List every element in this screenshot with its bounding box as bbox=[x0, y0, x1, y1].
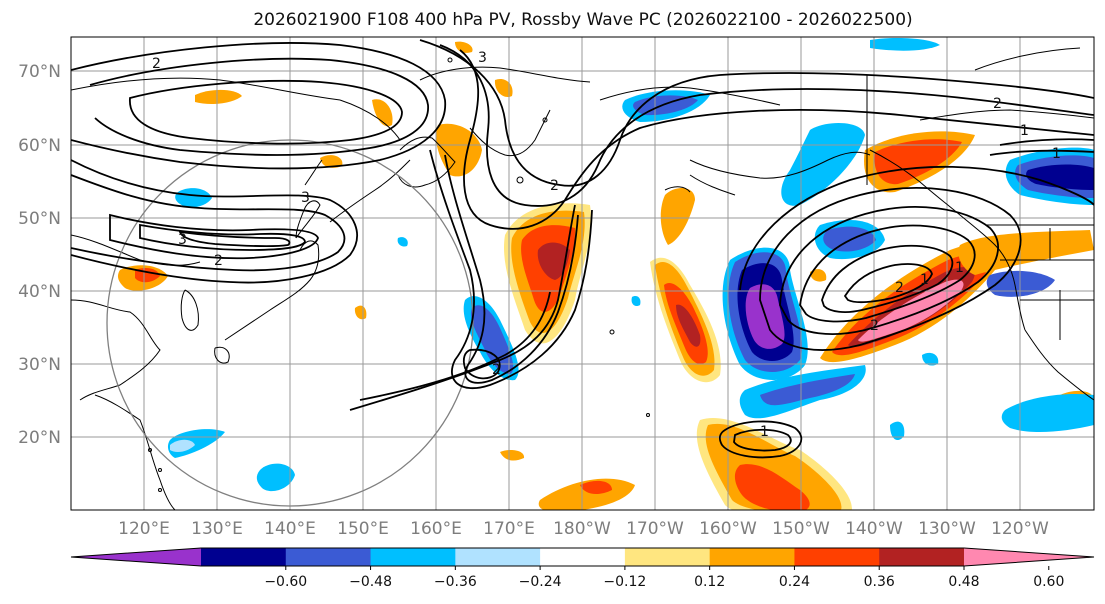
colorbar-tick-label: 0.48 bbox=[948, 574, 979, 590]
colorbar-segment bbox=[370, 548, 456, 566]
colorbar-tick-label: 0.36 bbox=[864, 574, 895, 590]
pv-negative-region bbox=[256, 463, 295, 492]
colorbar-segment bbox=[455, 548, 541, 566]
latitude-labels: 70°N 60°N 50°N 40°N 30°N 20°N bbox=[18, 62, 61, 448]
region-circle bbox=[106, 139, 474, 507]
contour-label: 2 bbox=[152, 56, 161, 72]
pv-positive-region bbox=[874, 139, 962, 185]
contour-label: 2 bbox=[993, 96, 1002, 112]
pv-positive-region bbox=[354, 305, 367, 320]
contour-label: 1 bbox=[1052, 146, 1061, 162]
pv-positive-region bbox=[320, 155, 343, 168]
colorbar-tick-label: 0.60 bbox=[1033, 574, 1064, 590]
pv-negative-region bbox=[397, 237, 408, 247]
pv-positive-region bbox=[810, 269, 827, 282]
pv-negative-region bbox=[922, 352, 939, 366]
pv-positive-region bbox=[676, 304, 701, 347]
lon-label: 140°W bbox=[845, 519, 903, 539]
lon-label: 130°W bbox=[918, 519, 976, 539]
colorbar-segment bbox=[794, 548, 880, 566]
lat-label: 60°N bbox=[18, 136, 61, 156]
contour-labels: 2 3 3 2 3 2 2 2 1 1 2 1 1 2 1 bbox=[152, 50, 1061, 440]
lat-label: 30°N bbox=[18, 355, 61, 375]
colorbar-tick-label: −0.24 bbox=[519, 574, 562, 590]
pv-anomaly-shading bbox=[117, 37, 1094, 510]
pv-positive-region bbox=[500, 450, 525, 461]
lon-label: 130°E bbox=[191, 519, 243, 539]
contour-label: 1 bbox=[920, 272, 929, 288]
lon-label: 160°E bbox=[410, 519, 462, 539]
contour-label: 1 bbox=[760, 424, 769, 440]
contour-label: 3 bbox=[301, 190, 310, 206]
pv-negative-region bbox=[1001, 393, 1094, 432]
pv-positive-region bbox=[858, 279, 964, 342]
lon-label: 140°E bbox=[264, 519, 316, 539]
contour-label: 2 bbox=[550, 178, 559, 194]
colorbar-segment bbox=[201, 548, 287, 566]
pv-negative-region bbox=[170, 439, 195, 453]
lat-label: 40°N bbox=[18, 282, 61, 302]
pv-negative-region bbox=[823, 226, 876, 252]
pv-contours bbox=[71, 39, 1094, 459]
contour-label: 1 bbox=[955, 260, 964, 276]
coastlines bbox=[71, 47, 1094, 510]
lon-label: 150°E bbox=[337, 519, 389, 539]
contour-label: 2 bbox=[870, 318, 879, 334]
lon-label: 150°W bbox=[772, 519, 830, 539]
pv-positive-region bbox=[372, 99, 393, 127]
lat-label: 70°N bbox=[18, 62, 61, 82]
pv-positive-region bbox=[455, 41, 473, 53]
pv-positive-region bbox=[735, 464, 810, 510]
contour-label: 2 bbox=[214, 253, 223, 269]
colorbar-segment bbox=[540, 548, 626, 566]
pv-negative-region bbox=[631, 295, 641, 307]
pv-positive-region bbox=[660, 188, 695, 245]
colorbar-tick-label: −0.48 bbox=[349, 574, 392, 590]
colorbar-tick-label: 0.12 bbox=[694, 574, 725, 590]
contour-label: 1 bbox=[1020, 123, 1029, 139]
colorbar-tick-label: −0.36 bbox=[434, 574, 477, 590]
colorbar-segment bbox=[709, 548, 795, 566]
lat-label: 20°N bbox=[18, 428, 61, 448]
colorbar: −0.60 −0.48 −0.36 −0.24 −0.12 0.12 0.24 0.36 0.4… bbox=[70, 547, 1095, 590]
colorbar-segment bbox=[879, 548, 965, 566]
pv-positive-region bbox=[958, 230, 1094, 275]
pv-negative-region bbox=[760, 374, 855, 406]
lon-label: 170°E bbox=[483, 519, 535, 539]
colorbar-tick-label: −0.12 bbox=[603, 574, 646, 590]
lat-label: 50°N bbox=[18, 209, 61, 229]
pv-positive-region bbox=[580, 480, 612, 495]
figure-title: 2026021900 F108 400 hPa PV, Rossby Wave … bbox=[253, 10, 912, 30]
contour-label: 2 bbox=[895, 280, 904, 296]
pv-negative-region bbox=[890, 421, 905, 441]
contour-label: 3 bbox=[478, 50, 487, 66]
lon-label: 180°W bbox=[553, 519, 611, 539]
pv-negative-region bbox=[870, 37, 940, 51]
colorbar-tick-label: −0.60 bbox=[264, 574, 307, 590]
pv-positive-region bbox=[195, 89, 242, 104]
longitude-labels: 120°E 130°E 140°E 150°E 160°E 170°E 180°… bbox=[118, 519, 1049, 539]
lon-label: 170°W bbox=[626, 519, 684, 539]
contour-label: 3 bbox=[178, 232, 187, 248]
colorbar-extend-high bbox=[964, 548, 1094, 566]
pv-positive-region bbox=[494, 78, 513, 98]
colorbar-extend-low bbox=[71, 548, 201, 566]
colorbar-outline bbox=[70, 547, 1095, 567]
pv-negative-region bbox=[175, 188, 212, 208]
contour-label: 2 bbox=[492, 362, 501, 378]
lon-label: 120°E bbox=[118, 519, 170, 539]
pv-negative-region bbox=[781, 123, 865, 206]
lon-label: 120°W bbox=[991, 519, 1049, 539]
pv-negative-region bbox=[1026, 164, 1094, 190]
colorbar-segment bbox=[624, 548, 711, 566]
colorbar-segment bbox=[285, 548, 372, 566]
pv-positive-region bbox=[537, 242, 570, 280]
colorbar-tick-label: 0.24 bbox=[779, 574, 810, 590]
map-frame bbox=[70, 36, 1095, 511]
lon-label: 160°W bbox=[699, 519, 757, 539]
